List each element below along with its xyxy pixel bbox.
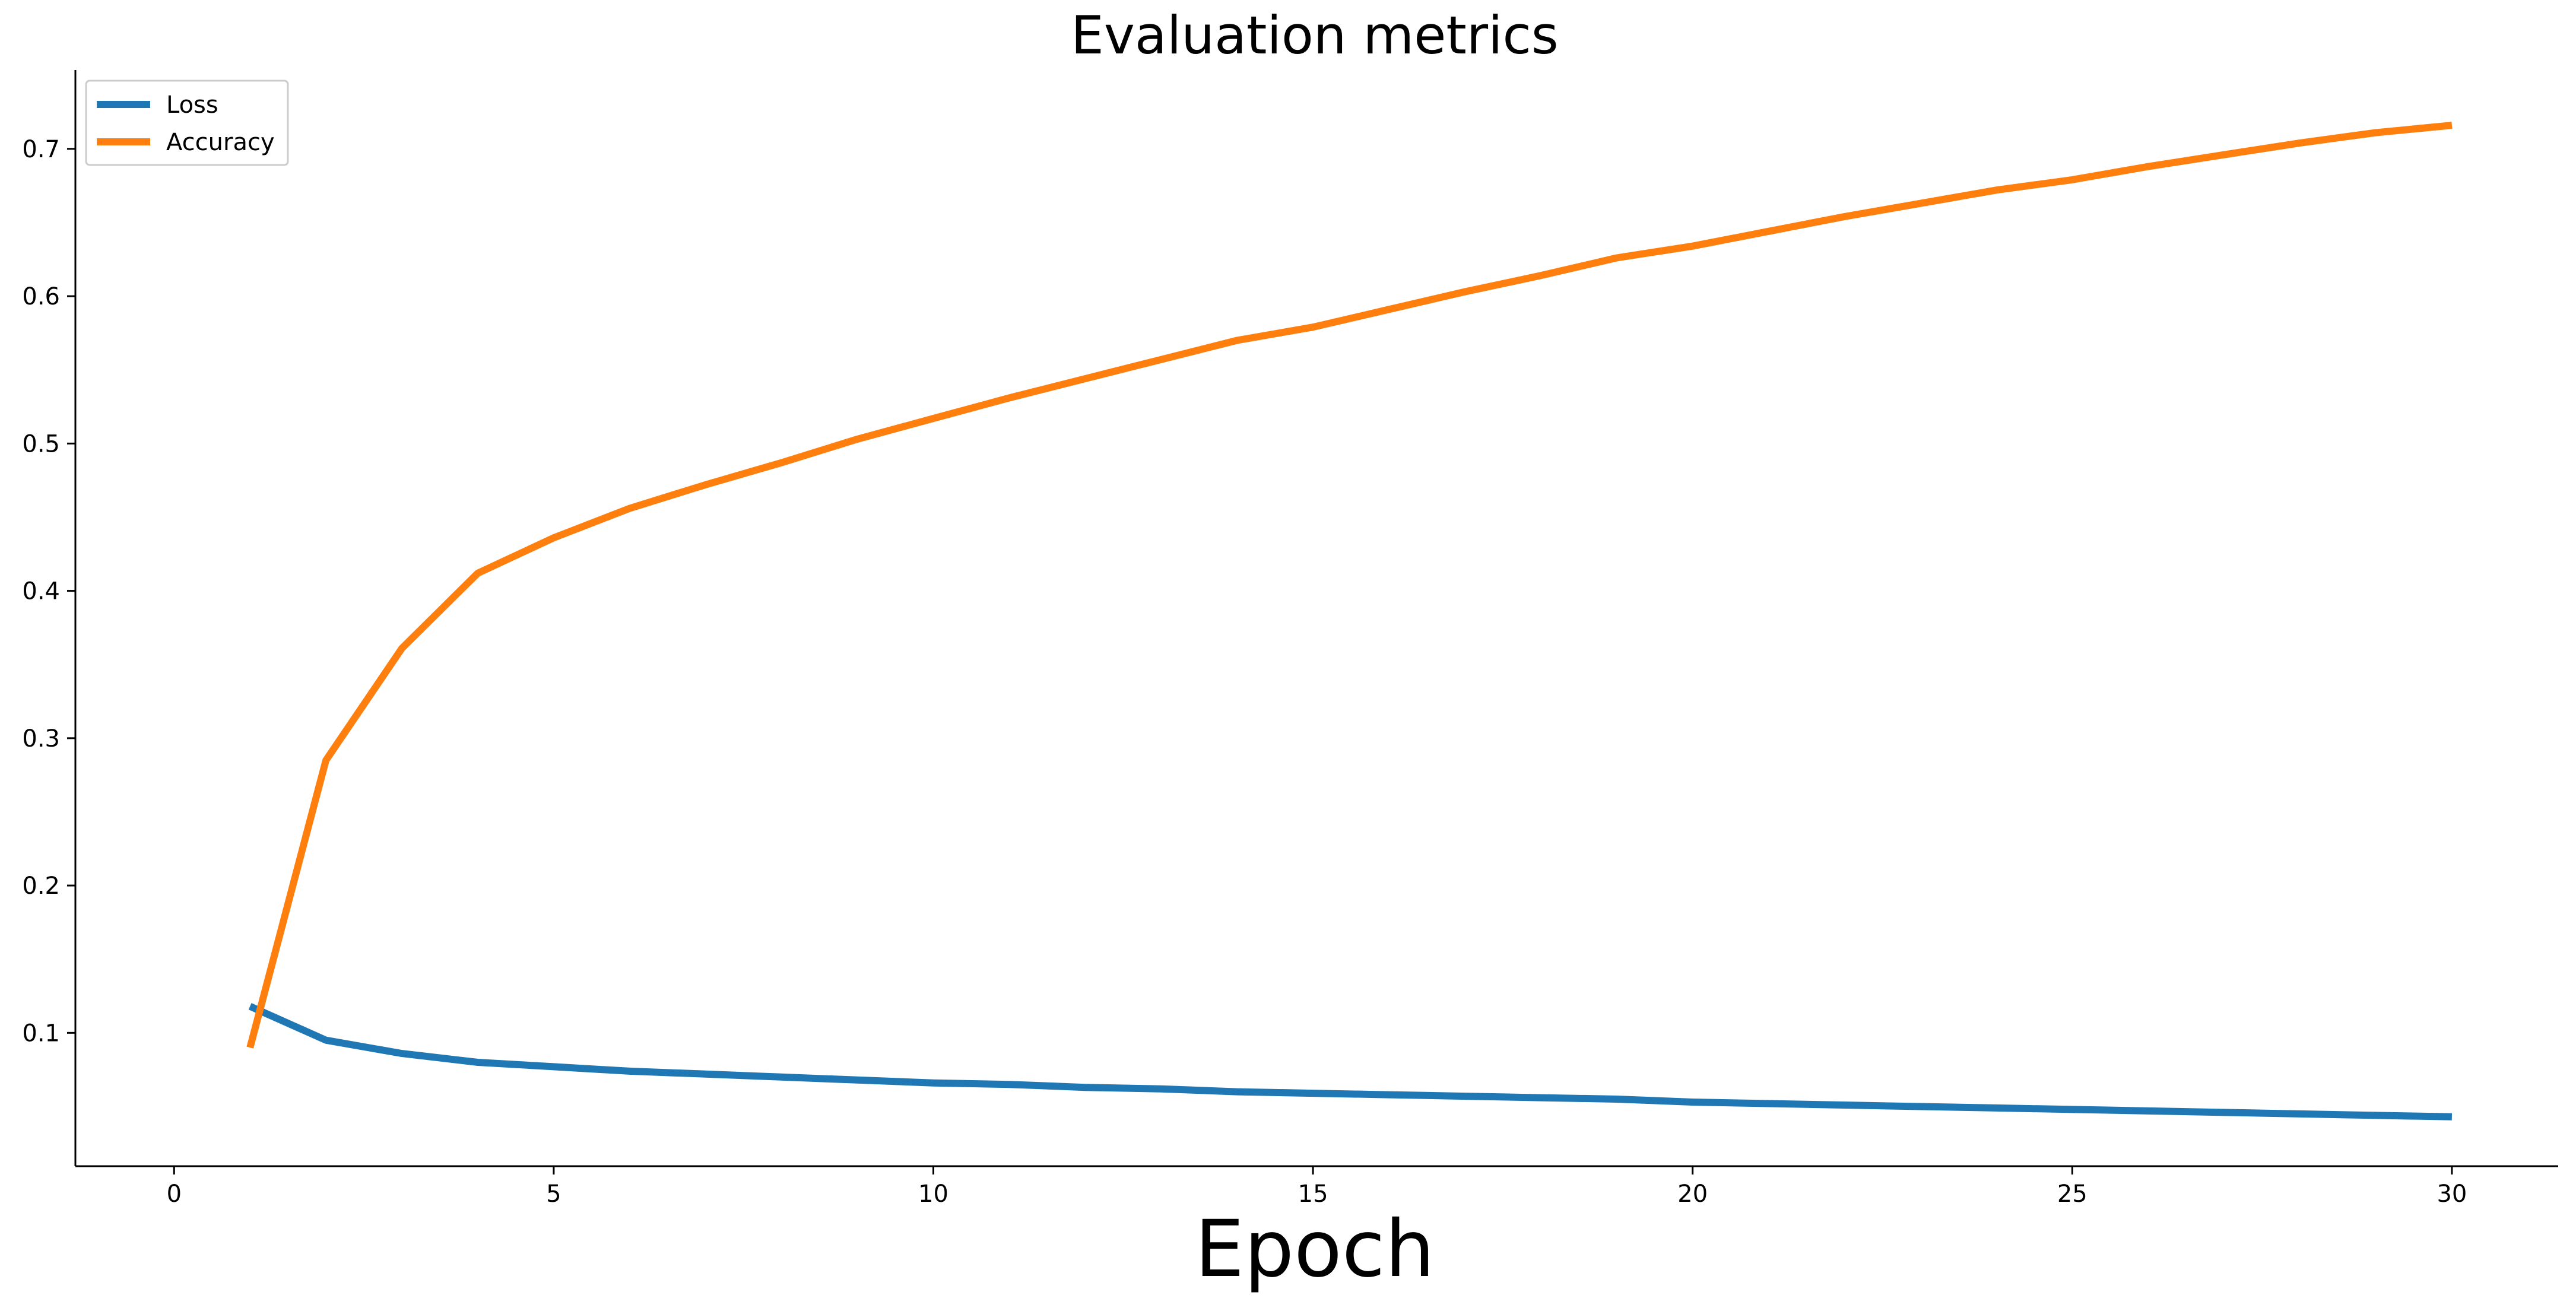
y-tick-label: 0.3 bbox=[22, 725, 60, 753]
x-tick-label: 25 bbox=[2057, 1180, 2088, 1208]
x-tick-label: 10 bbox=[918, 1180, 948, 1208]
series-line-loss bbox=[248, 1003, 2453, 1120]
y-tick-label: 0.6 bbox=[22, 283, 60, 310]
legend: Loss Accuracy bbox=[85, 80, 289, 166]
legend-label-loss: Loss bbox=[166, 91, 218, 119]
axes: 0 5 10 15 20 25 30 0.1 0.2 0.3 0.4 0.5 0.6 0.7 bbox=[22, 70, 2558, 1208]
y-tick-label: 0.7 bbox=[22, 136, 60, 163]
y-tick-label: 0.2 bbox=[22, 872, 60, 900]
legend-label-accuracy: Accuracy bbox=[166, 129, 275, 156]
x-tick-label: 20 bbox=[1677, 1180, 1708, 1208]
series-line-accuracy bbox=[246, 122, 2453, 1049]
x-tick-label: 30 bbox=[2437, 1180, 2467, 1208]
x-axis-label: Epoch bbox=[1195, 1204, 1435, 1295]
chart-title: Evaluation metrics bbox=[1071, 5, 1559, 66]
x-tick-label: 15 bbox=[1298, 1180, 1328, 1208]
x-tick-label: 0 bbox=[167, 1180, 182, 1208]
series-lines bbox=[246, 122, 2453, 1120]
y-tick-label: 0.4 bbox=[22, 578, 60, 605]
y-tick-label: 0.1 bbox=[22, 1020, 60, 1047]
y-tick-label: 0.5 bbox=[22, 430, 60, 458]
x-tick-label: 5 bbox=[546, 1180, 561, 1208]
